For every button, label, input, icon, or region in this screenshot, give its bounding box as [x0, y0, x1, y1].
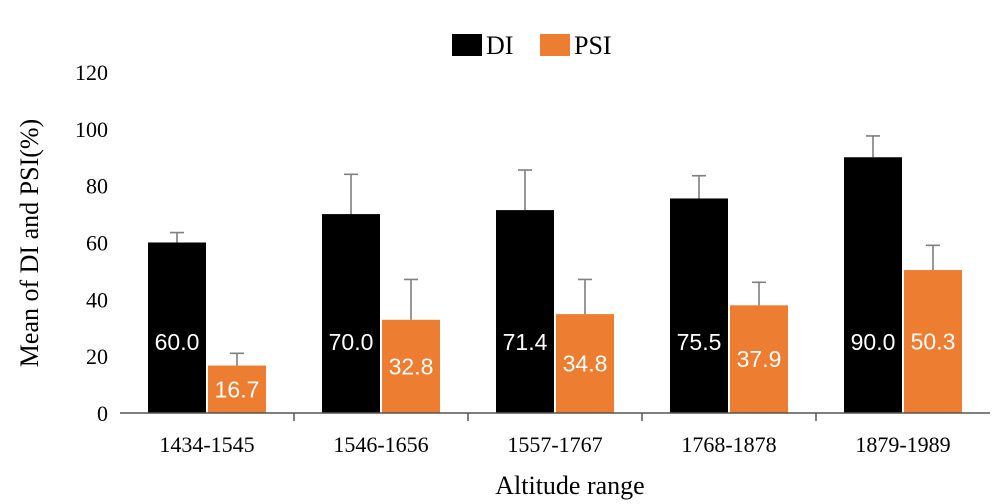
bar-di: [322, 214, 380, 413]
x-tick-label: 1557-1767: [507, 432, 602, 457]
data-label-di: 90.0: [851, 329, 896, 355]
bar-di: [496, 210, 554, 413]
data-label-psi: 37.9: [737, 346, 782, 372]
bar-psi: [208, 365, 266, 413]
x-tick-label: 1546-1656: [333, 432, 428, 457]
bar-psi: [730, 305, 788, 413]
data-label-di: 60.0: [155, 329, 200, 355]
y-tick-label: 40: [86, 287, 108, 312]
x-axis-label: Altitude range: [495, 471, 644, 500]
bar-psi: [904, 270, 962, 413]
y-tick-label: 0: [97, 401, 108, 426]
bar-psi: [382, 319, 440, 413]
x-tick-label: 1434-1545: [159, 432, 254, 457]
legend-swatch-di: [452, 34, 482, 56]
legend-label-psi: PSI: [574, 31, 612, 60]
x-tick-label: 1768-1878: [681, 432, 776, 457]
y-axis: 0 20 40 60 80 100 120: [75, 60, 108, 426]
x-axis: 1434-1545 1546-1656 1557-1767 1768-1878 1879…: [120, 412, 990, 457]
legend-label-di: DI: [486, 31, 513, 60]
y-tick-label: 60: [86, 231, 108, 256]
y-tick-label: 20: [86, 344, 108, 369]
bar-di: [148, 242, 206, 413]
plot-area: 60.0 16.7 70.0 32.8 71.4 34.8 75.5 37.9 90.0 50.3: [148, 135, 962, 413]
data-label-psi: 50.3: [911, 329, 956, 355]
data-label-di: 71.4: [503, 329, 548, 355]
y-axis-label: Mean of DI and PSI(%): [15, 119, 44, 367]
y-tick-label: 80: [86, 174, 108, 199]
bar-di: [670, 198, 728, 413]
data-label-psi: 16.7: [215, 376, 260, 402]
data-label-di: 70.0: [329, 329, 374, 355]
data-label-psi: 34.8: [563, 351, 608, 377]
legend-swatch-psi: [540, 34, 570, 56]
x-tick-label: 1879-1989: [855, 432, 950, 457]
y-tick-label: 120: [75, 60, 108, 85]
data-label-di: 75.5: [677, 329, 722, 355]
y-tick-label: 100: [75, 117, 108, 142]
legend: DI PSI: [452, 31, 612, 60]
data-label-psi: 32.8: [389, 353, 434, 379]
bar-di: [844, 157, 902, 413]
bar-psi: [556, 314, 614, 413]
